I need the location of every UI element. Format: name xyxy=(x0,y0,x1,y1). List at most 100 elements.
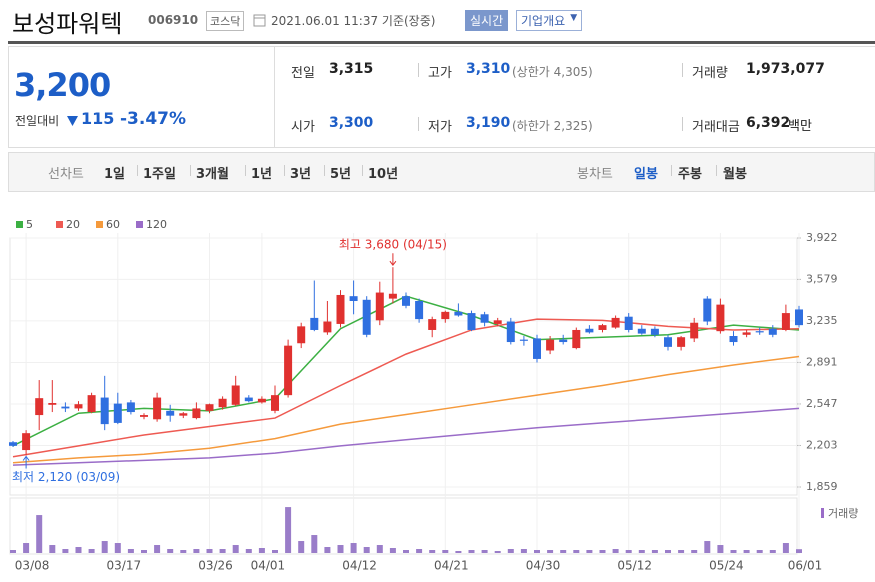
tab-item[interactable]: 3개월 xyxy=(196,167,229,182)
low-arrow xyxy=(22,455,30,469)
candle-body xyxy=(297,326,306,344)
tab-divider xyxy=(671,165,672,176)
quote-value: 1,973,077 xyxy=(746,61,825,77)
volume-bar xyxy=(311,535,318,553)
tab-item[interactable]: 3년 xyxy=(290,167,312,182)
tab-label: 선차트 xyxy=(48,167,84,182)
quote-value: 3,310 xyxy=(466,61,511,77)
candle-body xyxy=(192,408,201,419)
overview-button[interactable]: 기업개요 ▼ xyxy=(516,10,583,31)
volume-bar xyxy=(507,549,514,553)
moving-average-line xyxy=(12,295,800,447)
moving-average-line xyxy=(12,318,800,458)
realtime-button[interactable]: 실시간 xyxy=(465,10,509,31)
y-tick-label: 2,547 xyxy=(806,397,838,410)
x-tick-label: 03/08 xyxy=(15,559,50,573)
candle-body xyxy=(650,328,659,335)
quote-label: 전일 xyxy=(291,66,315,81)
tab-item[interactable]: 1주일 xyxy=(143,167,176,182)
tab-item[interactable]: 월봉 xyxy=(723,167,747,182)
tab-item[interactable]: 1일 xyxy=(104,167,126,182)
candle-body xyxy=(218,398,227,408)
legend-swatch xyxy=(136,221,143,228)
candle-body xyxy=(140,415,148,417)
candle-body xyxy=(100,397,109,425)
candle-body xyxy=(428,319,437,330)
candle-body xyxy=(729,336,738,343)
y-tick-label: 1,859 xyxy=(806,480,838,493)
current-price: 3,200 xyxy=(14,66,111,104)
candle-body xyxy=(637,328,646,334)
volume-bar xyxy=(245,549,252,553)
chart: 거래량 1,859 2,203 2,547 2,891 3,235 3,579 3,922 0… xyxy=(9,218,858,573)
legend-swatch xyxy=(56,221,63,228)
volume-bar xyxy=(363,547,370,553)
candle-body xyxy=(22,433,31,451)
high-annotation: 최고 3,680 (04/15) xyxy=(339,238,447,252)
tab-label: 봉차트 xyxy=(577,167,613,182)
x-tick-label: 04/30 xyxy=(526,559,561,573)
volume-bar xyxy=(429,550,436,553)
tab-item[interactable]: 10년 xyxy=(368,167,399,182)
volume-bar xyxy=(193,549,200,553)
x-tick-label: 04/01 xyxy=(251,559,286,573)
candle-body xyxy=(690,322,699,339)
column-divider xyxy=(682,117,683,131)
high-arrow xyxy=(389,253,397,267)
volume-bar xyxy=(49,545,56,553)
candle-body xyxy=(284,345,293,396)
quote-note: (상한가 4,305) xyxy=(512,65,593,79)
volume-bar xyxy=(167,549,174,553)
tab-item[interactable]: 5년 xyxy=(330,167,352,182)
column-divider xyxy=(418,117,419,131)
volume-bar xyxy=(62,549,69,553)
volume-bar xyxy=(678,550,685,553)
quote-value: 3,315 xyxy=(329,61,374,77)
tab-item[interactable]: 1년 xyxy=(251,167,273,182)
volume-bar xyxy=(101,541,108,553)
volume-bar xyxy=(337,545,344,553)
candle-body xyxy=(519,339,528,341)
candle-body xyxy=(153,397,162,420)
tab-divider xyxy=(362,165,363,176)
volume-bar xyxy=(534,550,540,553)
volume-bar xyxy=(782,543,789,553)
candle-body xyxy=(362,299,371,335)
volume-bar xyxy=(691,550,698,553)
volume-bar xyxy=(468,550,475,553)
volume-bar xyxy=(416,549,423,553)
volume-bar xyxy=(638,550,645,553)
volume-bar xyxy=(36,515,43,553)
quote-label: 저가 xyxy=(428,120,452,135)
volume-bar xyxy=(717,545,724,553)
candle-body xyxy=(257,398,266,403)
candle-body xyxy=(74,404,83,409)
volume-bar xyxy=(665,550,671,553)
x-tick-label: 06/01 xyxy=(788,559,823,573)
candle-body xyxy=(493,320,502,324)
tab-item[interactable]: 주봉 xyxy=(678,167,702,182)
tab-bar xyxy=(8,152,875,192)
low-annotation: 최저 2,120 (03/09) xyxy=(12,470,120,484)
volume-bar xyxy=(625,550,632,553)
quote-unit: 백만 xyxy=(788,119,812,134)
moving-average-line xyxy=(12,355,800,464)
volume-bar xyxy=(10,550,16,553)
legend-label: 20 xyxy=(66,218,80,231)
timestamp: 2021.06.01 11:37 기준(장중) xyxy=(271,14,436,28)
moving-average-line xyxy=(12,407,800,466)
candle-body xyxy=(768,328,777,335)
quote-label: 시가 xyxy=(291,120,315,135)
y-tick-label: 2,891 xyxy=(806,355,838,368)
tab-item[interactable]: 일봉 xyxy=(634,167,658,182)
down-triangle xyxy=(67,116,78,126)
candle-body xyxy=(624,316,633,330)
change-amount: 115 xyxy=(81,109,115,128)
candle-body xyxy=(415,301,424,320)
volume-bar xyxy=(730,550,737,553)
volume-bar xyxy=(350,543,357,553)
candle-body xyxy=(323,321,332,333)
volume-bar xyxy=(23,543,30,553)
volume-bar xyxy=(88,549,95,553)
volume-bar xyxy=(704,541,711,553)
